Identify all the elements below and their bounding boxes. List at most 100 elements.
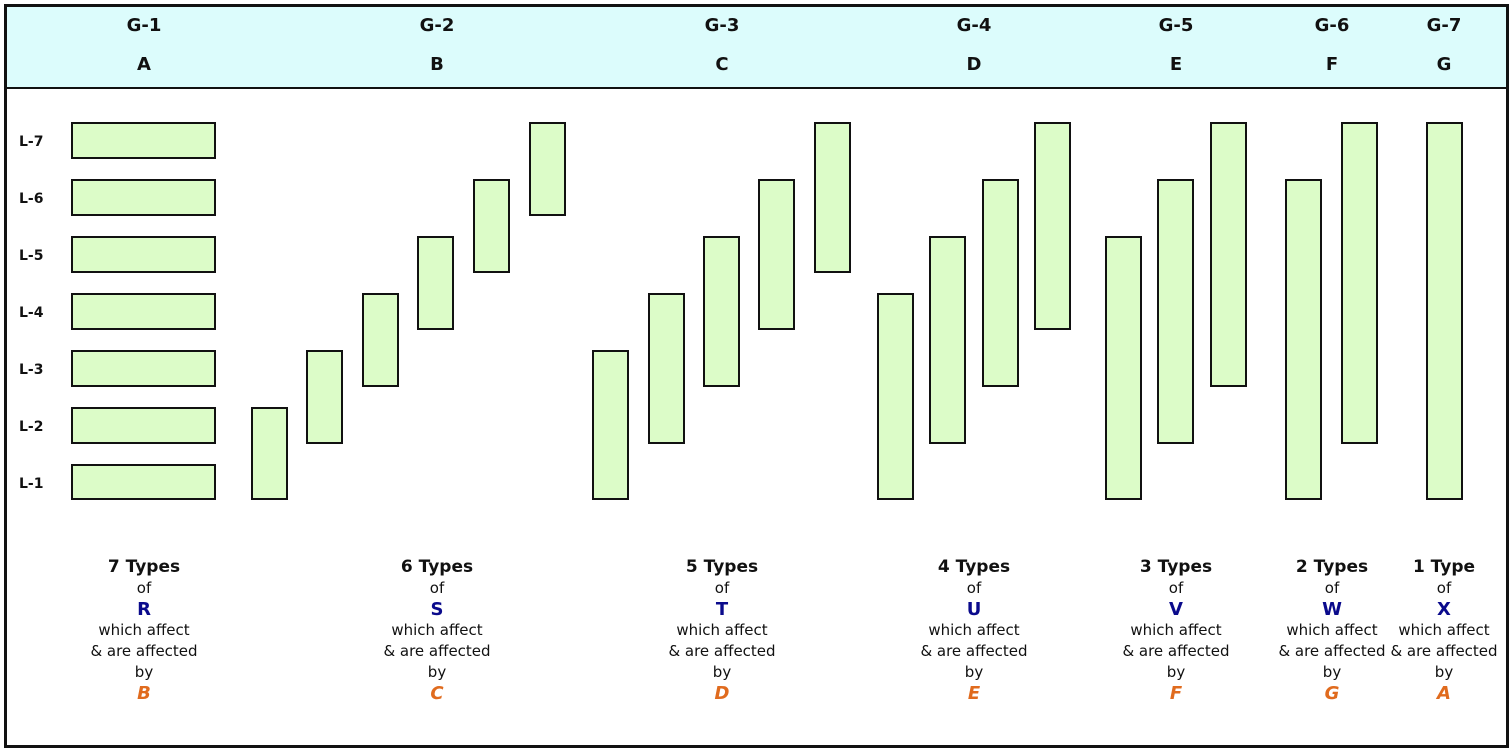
group-id-7: G-7 [1426, 15, 1462, 36]
caption-source: A [1437, 683, 1451, 704]
level-label-7: L-7 [19, 134, 44, 150]
level-label-4: L-4 [19, 305, 44, 321]
caption-of: of [966, 579, 982, 597]
caption-by: by [134, 663, 154, 681]
span-block-g5-1 [1105, 236, 1142, 500]
span-block-g3-5 [814, 122, 851, 273]
span-block-g5-2 [1157, 179, 1194, 444]
group-letter-1: A [137, 54, 151, 75]
span-block-g6-1 [1285, 179, 1322, 500]
caption-affect: which affect [1398, 621, 1490, 639]
group-letter-6: F [1325, 54, 1339, 75]
caption-affected: & are affected [1122, 642, 1230, 660]
caption-affected: & are affected [920, 642, 1028, 660]
level-label-2: L-2 [19, 419, 44, 435]
caption-by: by [1166, 663, 1186, 681]
group-letter-4: D [966, 54, 982, 75]
span-block-g1-4 [71, 293, 216, 330]
span-block-g1-6 [71, 179, 216, 216]
caption-by: by [427, 663, 447, 681]
group-letter-5: E [1169, 54, 1183, 75]
caption-affected: & are affected [1390, 642, 1498, 660]
group-letter-2: B [430, 54, 444, 75]
caption-count: 3 Types [1139, 557, 1213, 577]
span-block-g1-7 [71, 122, 216, 159]
caption-source: D [714, 683, 730, 704]
caption-affected: & are affected [90, 642, 198, 660]
caption-by: by [964, 663, 984, 681]
caption-of: of [1324, 579, 1340, 597]
caption-of: of [429, 579, 445, 597]
header-band [7, 7, 1506, 89]
span-block-g1-2 [71, 407, 216, 444]
caption-affect: which affect [1130, 621, 1222, 639]
span-block-g2-2 [306, 350, 343, 444]
group-id-5: G-5 [1158, 15, 1194, 36]
span-block-g4-2 [929, 236, 966, 444]
caption-target: V [1169, 599, 1183, 620]
span-block-g2-6 [529, 122, 566, 216]
span-block-g3-1 [592, 350, 629, 500]
caption-affect: which affect [98, 621, 190, 639]
span-block-g2-3 [362, 293, 399, 387]
span-block-g4-4 [1034, 122, 1071, 330]
caption-by: by [1434, 663, 1454, 681]
caption-affect: which affect [391, 621, 483, 639]
caption-affect: which affect [928, 621, 1020, 639]
caption-source: F [1169, 683, 1183, 704]
caption-count: 1 Type [1412, 557, 1476, 577]
level-label-5: L-5 [19, 248, 44, 264]
caption-count: 4 Types [937, 557, 1011, 577]
level-label-1: L-1 [19, 476, 44, 492]
caption-source: B [137, 683, 151, 704]
level-label-6: L-6 [19, 191, 44, 207]
span-block-g1-1 [71, 464, 216, 500]
span-block-g2-1 [251, 407, 288, 500]
span-block-g2-5 [473, 179, 510, 273]
caption-of: of [714, 579, 730, 597]
caption-affected: & are affected [1278, 642, 1386, 660]
caption-count: 5 Types [685, 557, 759, 577]
caption-source: G [1324, 683, 1340, 704]
span-block-g3-3 [703, 236, 740, 387]
span-block-g3-2 [648, 293, 685, 444]
span-block-g5-3 [1210, 122, 1247, 387]
caption-count: 7 Types [107, 557, 181, 577]
caption-target: T [715, 599, 729, 620]
caption-by: by [1322, 663, 1342, 681]
caption-of: of [1436, 579, 1452, 597]
span-block-g4-3 [982, 179, 1019, 387]
span-block-g3-4 [758, 179, 795, 330]
caption-by: by [712, 663, 732, 681]
caption-count: 6 Types [400, 557, 474, 577]
caption-affected: & are affected [383, 642, 491, 660]
caption-affect: which affect [676, 621, 768, 639]
caption-target: U [966, 599, 982, 620]
span-block-g7-1 [1426, 122, 1463, 500]
span-block-g4-1 [877, 293, 914, 500]
span-block-g1-3 [71, 350, 216, 387]
caption-target: X [1437, 599, 1451, 620]
span-block-g6-2 [1341, 122, 1378, 444]
group-letter-3: C [715, 54, 729, 75]
caption-target: R [137, 599, 151, 620]
caption-of: of [1168, 579, 1184, 597]
caption-target: S [430, 599, 444, 620]
group-id-6: G-6 [1314, 15, 1350, 36]
span-block-g2-4 [417, 236, 454, 330]
group-id-4: G-4 [956, 15, 992, 36]
span-block-g1-5 [71, 236, 216, 273]
caption-source: C [430, 683, 444, 704]
group-letter-7: G [1436, 54, 1452, 75]
level-label-3: L-3 [19, 362, 44, 378]
diagram-frame: G-1 A G-2 B G-3 C G-4 D G-5 E G-6 F G-7 G L-7 L-6 L-5… [4, 4, 1509, 748]
group-id-1: G-1 [126, 15, 162, 36]
caption-source: E [967, 683, 981, 704]
